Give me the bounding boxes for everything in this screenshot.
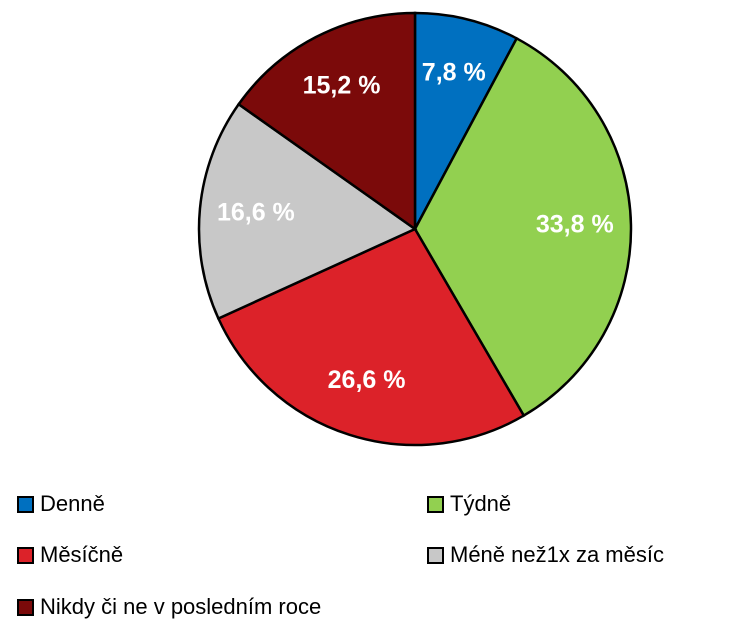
legend-swatch [427, 496, 444, 513]
data-label: 26,6 % [328, 366, 406, 394]
legend-label: Méně než1x za měsíc [450, 542, 664, 567]
data-label: 33,8 % [536, 211, 614, 239]
data-label: 7,8 % [422, 59, 486, 87]
pie-slice [413, 11, 519, 230]
pie-slice [236, 11, 417, 232]
legend-swatch [427, 547, 444, 564]
legend-swatch [17, 496, 34, 513]
data-label: 15,2 % [303, 72, 381, 100]
legend-swatch [17, 599, 34, 616]
legend-label: Denně [40, 491, 105, 516]
legend-swatch [17, 547, 34, 564]
pie-slice [216, 227, 526, 447]
legend-label: Měsíčně [40, 542, 123, 567]
pie-slice [197, 102, 418, 321]
data-label: 16,6 % [217, 199, 295, 227]
legend-label: Nikdy či ne v posledním roce [40, 594, 321, 619]
legend-label: Týdně [450, 491, 511, 516]
